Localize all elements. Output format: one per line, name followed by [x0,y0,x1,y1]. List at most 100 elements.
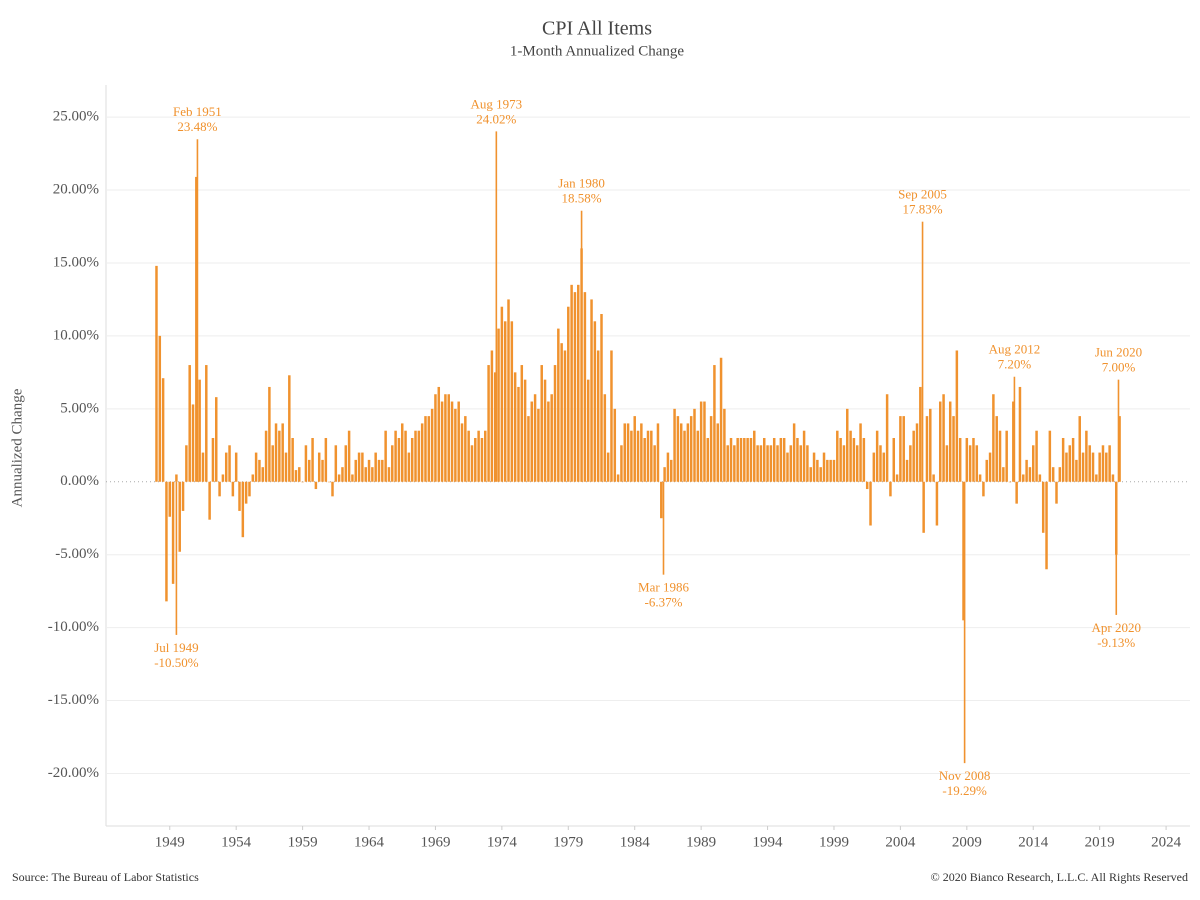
bar [175,474,178,482]
bar [955,350,959,482]
bar [387,467,391,482]
bar [364,467,367,482]
bar [772,437,776,482]
bar [583,292,587,482]
annotation-value: -9.13% [1097,635,1135,650]
bar [882,452,886,482]
bar [1065,452,1068,482]
annotation-value: 7.00% [1102,360,1136,375]
bar [228,445,231,482]
x-tick-label: 1959 [288,834,318,850]
bar [510,321,514,482]
bar [746,437,749,482]
bar [839,437,842,482]
bar [464,416,467,482]
bar [1022,474,1025,482]
bar [404,430,407,482]
bar [948,401,952,482]
annotation-label: Apr 2020 [1092,620,1141,635]
bar [400,423,404,482]
x-tick-label: 1954 [221,834,252,850]
bar [816,459,819,482]
bar [749,437,753,482]
bar [377,459,381,482]
bar [706,437,710,482]
bar [414,430,417,482]
bar [723,408,726,482]
bar [347,430,351,482]
bar [185,445,188,482]
bar [912,430,915,482]
bar [497,328,500,482]
bar [573,292,577,482]
bar [327,481,331,483]
x-tick-label: 2014 [1018,834,1049,850]
bar [158,335,162,482]
y-tick-label: -5.00% [55,546,99,562]
bar [1008,481,1012,483]
bar [188,365,191,482]
bar [215,397,218,482]
bar [753,430,756,482]
bar [789,445,793,482]
bar [434,394,437,482]
bar [530,401,534,482]
bar [430,408,434,482]
bar [580,210,583,482]
bar [437,386,441,482]
bar [643,437,646,482]
bar [909,445,912,482]
bar [161,378,165,482]
bar [600,314,603,482]
bar [331,481,334,497]
bar [733,445,736,482]
bar [879,445,882,482]
bar [985,459,988,482]
bar [553,365,557,482]
bar [832,459,836,482]
bar [371,467,374,482]
bar [261,467,265,482]
bar [945,445,949,482]
bar [1028,467,1032,482]
bar [689,416,693,482]
bar [248,481,251,497]
x-tick-label: 1964 [354,834,385,850]
bar [939,401,942,482]
bar [384,430,387,482]
bar [301,481,304,483]
bar [264,430,268,482]
bar [168,481,172,517]
bar [487,365,490,482]
bar [975,445,979,482]
bar [709,416,713,482]
bar [739,437,743,482]
bar [972,437,975,482]
bar [374,452,377,482]
annotation-value: -19.29% [942,783,987,798]
bar [1117,379,1120,482]
bar [1012,401,1015,482]
bar [557,328,560,482]
bar [341,467,344,482]
y-tick-label: 0.00% [60,473,99,489]
bar [254,452,258,482]
bar [892,437,896,482]
bar [786,452,789,482]
bar [603,394,607,482]
x-tick-label: 1989 [686,834,716,850]
bar [394,430,397,482]
bar [457,401,460,482]
bar [281,423,284,482]
bar [474,437,477,482]
x-tick-label: 1984 [620,834,651,850]
bar [988,452,992,482]
bar [660,481,663,519]
bar [736,437,739,482]
bar [776,445,779,482]
bar [238,481,241,511]
y-axis-label: Annualized Change [9,388,25,507]
bar [407,452,411,482]
bar [314,481,318,490]
